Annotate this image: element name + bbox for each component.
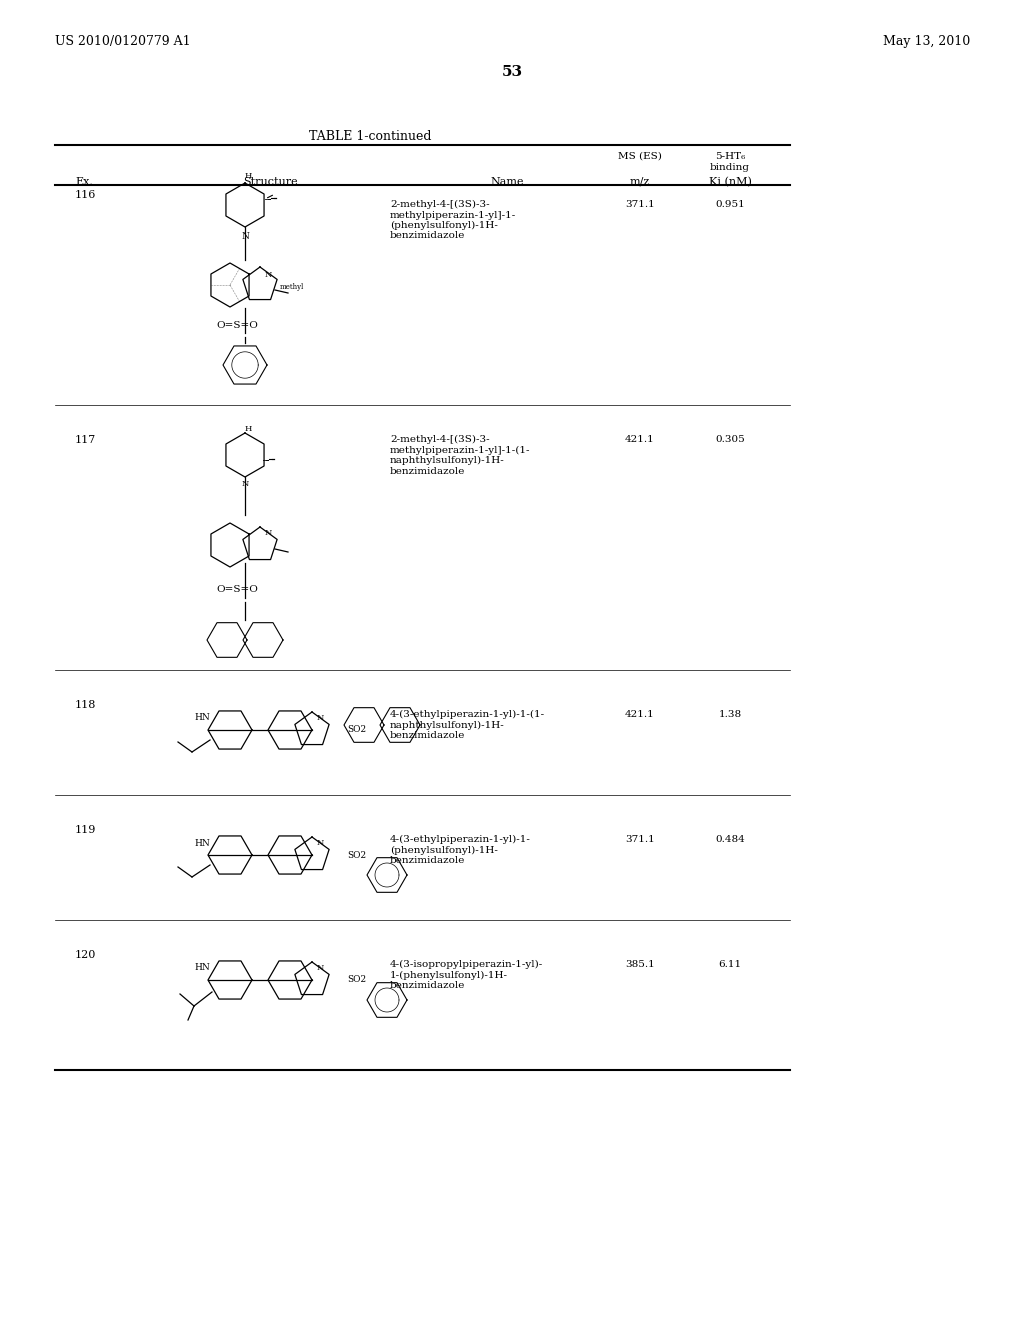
Text: 4-(3-isopropylpiperazin-1-yl)-
1-(phenylsulfonyl)-1H-
benzimidazole: 4-(3-isopropylpiperazin-1-yl)- 1-(phenyl… <box>390 960 544 990</box>
Text: 119: 119 <box>75 825 96 836</box>
Text: m/z: m/z <box>630 177 650 187</box>
Text: 421.1: 421.1 <box>625 436 655 444</box>
Text: HN: HN <box>195 714 210 722</box>
Text: TABLE 1-continued: TABLE 1-continued <box>309 129 431 143</box>
Text: N: N <box>317 964 325 972</box>
Text: 5-HT₆: 5-HT₆ <box>715 152 745 161</box>
Text: H: H <box>245 425 252 433</box>
Text: 116: 116 <box>75 190 96 201</box>
Text: HN: HN <box>195 964 210 973</box>
Text: HN: HN <box>195 838 210 847</box>
Text: 4-(3-ethylpiperazin-1-yl)-1-
(phenylsulfonyl)-1H-
benzimidazole: 4-(3-ethylpiperazin-1-yl)-1- (phenylsulf… <box>390 836 530 865</box>
Text: 0.305: 0.305 <box>715 436 744 444</box>
Text: 2-methyl-4-[(3S)-3-
methylpiperazin-1-yl]-1-
(phenylsulfonyl)-1H-
benzimidazole: 2-methyl-4-[(3S)-3- methylpiperazin-1-yl… <box>390 201 516 240</box>
Text: methyl: methyl <box>280 282 304 290</box>
Text: 385.1: 385.1 <box>625 960 655 969</box>
Text: 2-methyl-4-[(3S)-3-
methylpiperazin-1-yl]-1-(1-
naphthylsulfonyl)-1H-
benzimidaz: 2-methyl-4-[(3S)-3- methylpiperazin-1-yl… <box>390 436 530 475</box>
Text: Ki (nM): Ki (nM) <box>709 177 752 187</box>
Text: 53: 53 <box>502 65 522 79</box>
Text: Name: Name <box>490 177 523 187</box>
Text: N: N <box>317 840 325 847</box>
Text: O=S=O: O=S=O <box>216 321 258 330</box>
Text: 117: 117 <box>75 436 96 445</box>
Text: N: N <box>241 232 249 242</box>
Text: 371.1: 371.1 <box>625 836 655 843</box>
Text: Structure: Structure <box>243 177 297 187</box>
Text: Ex.: Ex. <box>75 177 93 187</box>
Text: May 13, 2010: May 13, 2010 <box>883 36 970 48</box>
Text: binding: binding <box>710 162 750 172</box>
Text: 421.1: 421.1 <box>625 710 655 719</box>
Text: 118: 118 <box>75 700 96 710</box>
Text: 1.38: 1.38 <box>719 710 741 719</box>
Text: H: H <box>245 172 252 180</box>
Text: N: N <box>265 271 272 279</box>
Text: 6.11: 6.11 <box>719 960 741 969</box>
Text: SO2: SO2 <box>347 726 367 734</box>
Text: O=S=O: O=S=O <box>216 586 258 594</box>
Text: SO2: SO2 <box>347 850 367 859</box>
Text: 371.1: 371.1 <box>625 201 655 209</box>
Text: US 2010/0120779 A1: US 2010/0120779 A1 <box>55 36 190 48</box>
Text: 4-(3-ethylpiperazin-1-yl)-1-(1-
naphthylsulfonyl)-1H-
benzimidazole: 4-(3-ethylpiperazin-1-yl)-1-(1- naphthyl… <box>390 710 545 741</box>
Text: 120: 120 <box>75 950 96 960</box>
Text: N: N <box>265 529 272 537</box>
Text: 0.484: 0.484 <box>715 836 744 843</box>
Text: MS (ES): MS (ES) <box>618 152 662 161</box>
Text: N: N <box>242 480 249 488</box>
Text: 0.951: 0.951 <box>715 201 744 209</box>
Text: N: N <box>317 714 325 722</box>
Text: SO2: SO2 <box>347 975 367 985</box>
